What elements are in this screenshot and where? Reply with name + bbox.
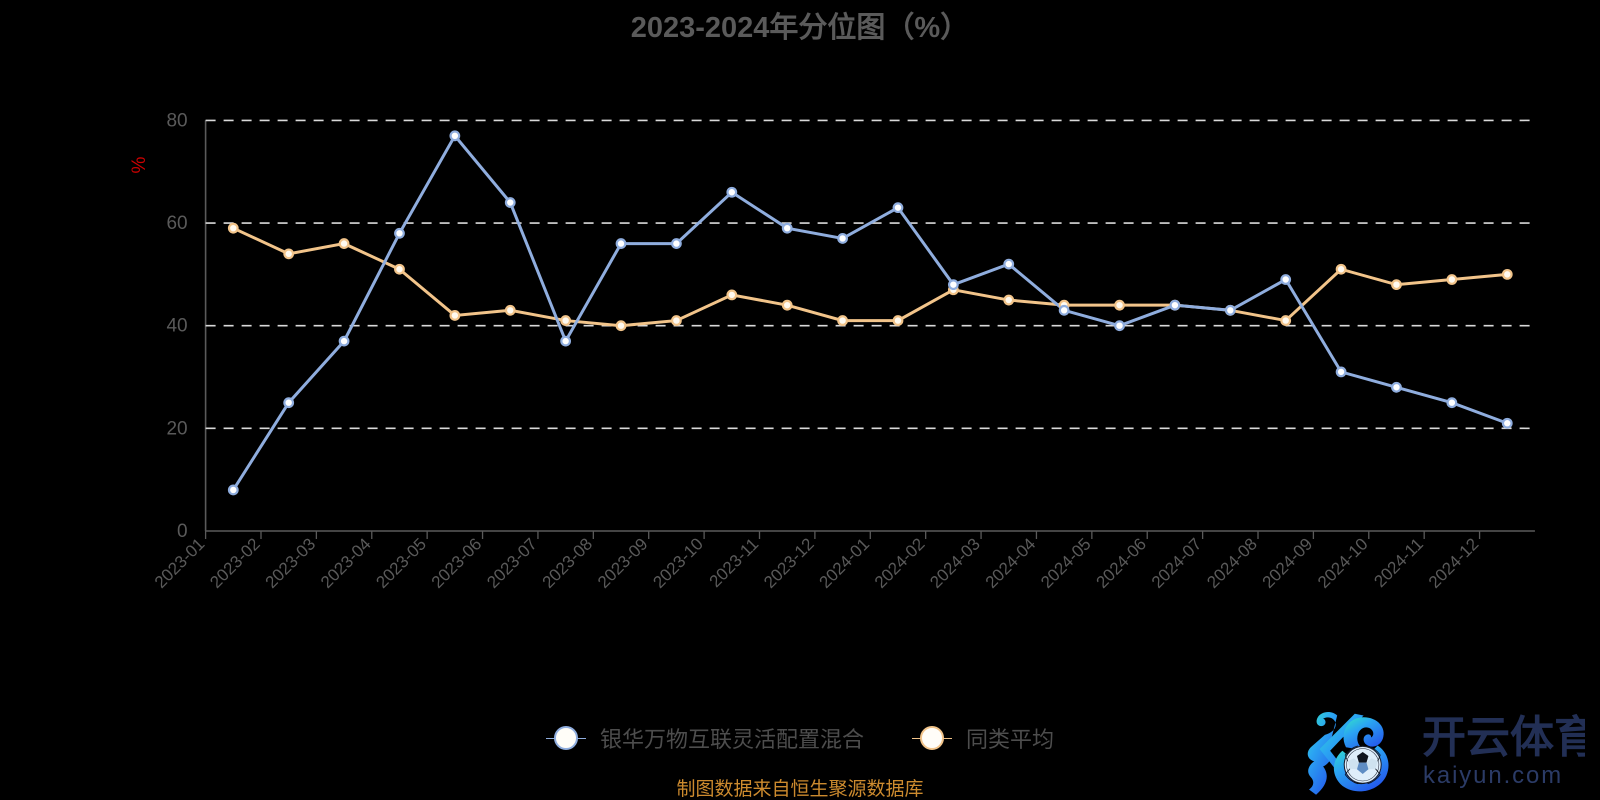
svg-text:2024-10: 2024-10 xyxy=(1314,534,1372,592)
svg-text:2023-11: 2023-11 xyxy=(706,534,763,591)
svg-text:kaiyun.com: kaiyun.com xyxy=(1423,762,1563,789)
svg-text:2024-09: 2024-09 xyxy=(1259,534,1317,592)
svg-text:40: 40 xyxy=(166,316,187,337)
svg-text:2023-07: 2023-07 xyxy=(483,534,541,592)
svg-text:2023-03: 2023-03 xyxy=(262,534,320,592)
svg-text:2024-08: 2024-08 xyxy=(1203,534,1261,592)
svg-text:2023-08: 2023-08 xyxy=(539,534,597,592)
svg-text:2024-05: 2024-05 xyxy=(1037,534,1095,592)
svg-text:2023-09: 2023-09 xyxy=(594,534,652,592)
svg-text:0: 0 xyxy=(177,521,188,542)
svg-text:80: 80 xyxy=(166,110,187,131)
svg-text:2023-06: 2023-06 xyxy=(428,534,486,592)
svg-text:2024-07: 2024-07 xyxy=(1148,534,1206,592)
svg-text:2023-10: 2023-10 xyxy=(649,534,707,592)
svg-text:2023-12: 2023-12 xyxy=(760,534,818,592)
svg-text:20: 20 xyxy=(166,418,187,439)
svg-text:2024-03: 2024-03 xyxy=(926,534,984,592)
svg-text:60: 60 xyxy=(166,213,187,234)
svg-text:2023-02: 2023-02 xyxy=(206,534,264,592)
svg-text:开云体育: 开云体育 xyxy=(1422,713,1585,762)
svg-text:2024-01: 2024-01 xyxy=(816,534,874,592)
svg-text:2023-05: 2023-05 xyxy=(372,534,430,592)
svg-text:2024-06: 2024-06 xyxy=(1093,534,1151,592)
svg-text:2024-04: 2024-04 xyxy=(982,534,1040,592)
svg-text:2023-01: 2023-01 xyxy=(151,534,209,592)
svg-text:2024-02: 2024-02 xyxy=(871,534,929,592)
svg-text:%: % xyxy=(129,156,150,173)
svg-text:2023-04: 2023-04 xyxy=(317,534,375,592)
svg-text:2024-11: 2024-11 xyxy=(1370,534,1427,591)
svg-text:2024-12: 2024-12 xyxy=(1425,534,1483,592)
